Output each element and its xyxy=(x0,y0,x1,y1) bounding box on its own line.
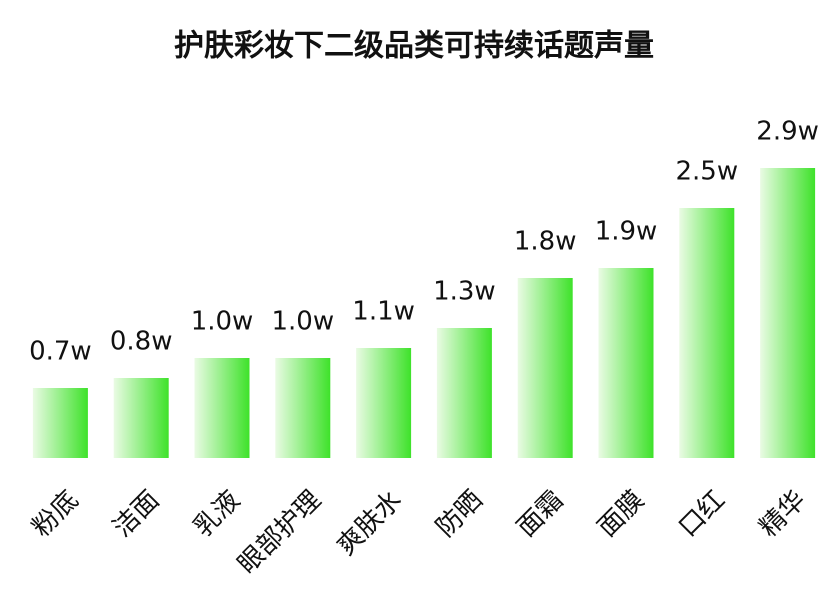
value-label: 1.1w xyxy=(352,297,415,327)
x-tick-label: 面霜 xyxy=(511,485,569,543)
value-label: 2.9w xyxy=(756,117,819,147)
bar xyxy=(436,328,492,458)
x-tick-label: 爽肤水 xyxy=(331,485,407,561)
bar xyxy=(760,168,816,458)
value-label: 1.8w xyxy=(514,227,577,257)
bar xyxy=(32,388,88,458)
x-tick-label: 口红 xyxy=(673,485,731,543)
bar xyxy=(679,208,735,458)
value-label: 0.8w xyxy=(110,327,173,357)
x-tick-label: 精华 xyxy=(754,485,812,543)
bar xyxy=(517,278,573,458)
bar xyxy=(113,378,169,458)
bar xyxy=(275,358,331,458)
bar xyxy=(356,348,412,458)
x-tick-label: 洁面 xyxy=(107,485,165,543)
x-tick-label: 眼部护理 xyxy=(232,485,327,580)
x-tick-label: 粉底 xyxy=(27,485,85,543)
value-label: 1.9w xyxy=(595,217,658,247)
x-tick-label: 防晒 xyxy=(431,485,489,543)
value-label: 1.0w xyxy=(271,307,334,337)
chart-title: 护肤彩妆下二级品类可持续话题声量 xyxy=(174,29,654,64)
x-tick-label: 乳液 xyxy=(188,485,246,543)
value-label: 1.0w xyxy=(191,307,254,337)
value-label: 1.3w xyxy=(433,277,496,307)
value-label: 0.7w xyxy=(29,337,92,367)
value-label: 2.5w xyxy=(675,157,738,187)
bar xyxy=(194,358,250,458)
x-tick-label: 面膜 xyxy=(592,485,650,543)
bar xyxy=(598,268,654,458)
